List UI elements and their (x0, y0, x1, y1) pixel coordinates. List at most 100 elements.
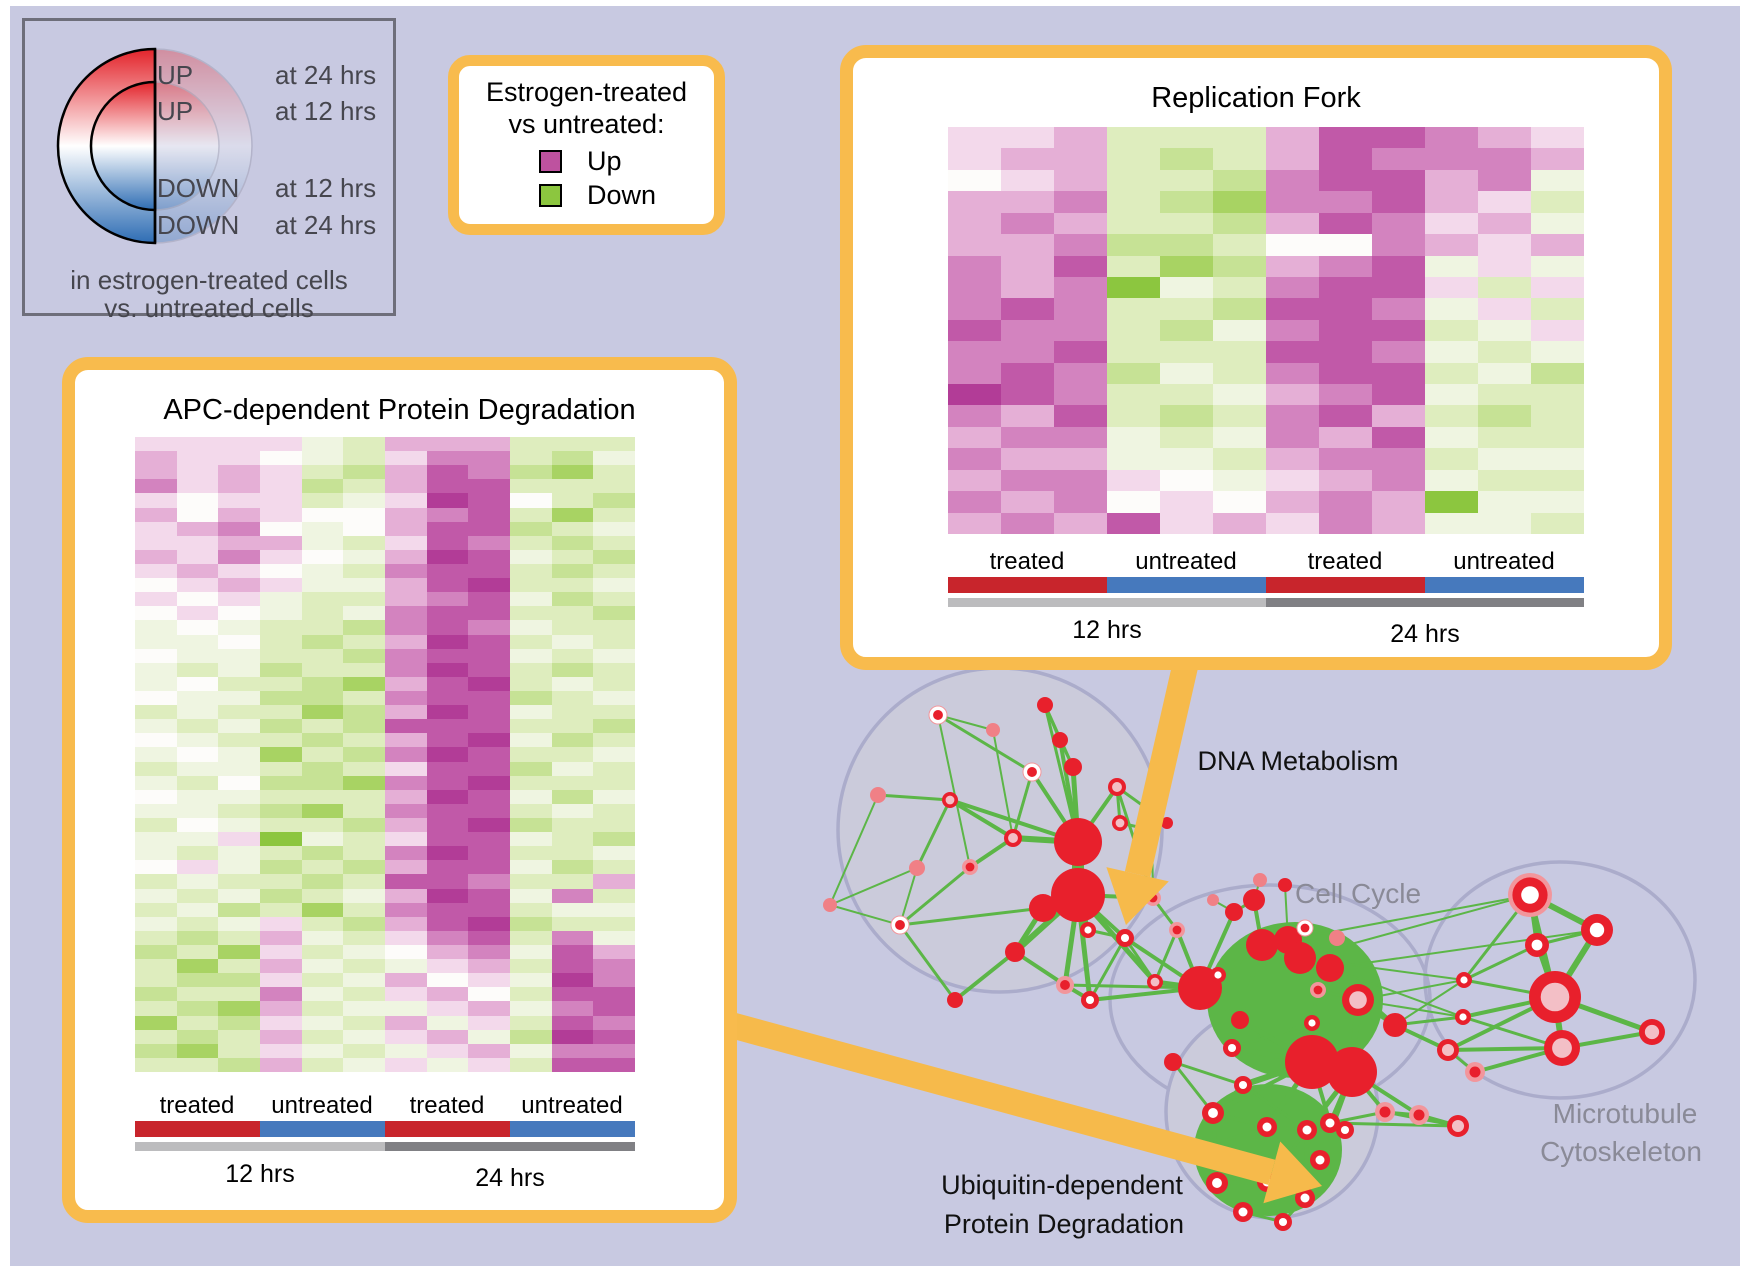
network-node-center (1469, 1066, 1481, 1078)
key-down-inner-time: at 12 hrs (275, 173, 377, 203)
heatmap-cell (218, 747, 260, 762)
heatmap-cell (135, 493, 177, 508)
network-edge (829, 904, 901, 926)
heatmap-cell (551, 775, 594, 790)
apc-panel: APC-dependent Protein Degradation treate… (62, 357, 737, 1223)
network-node-center (933, 710, 943, 720)
network-node-center (1451, 1119, 1465, 1133)
heatmap-cell (260, 549, 302, 564)
heatmap-cell (551, 676, 594, 691)
heatmap-cell (1054, 148, 1107, 170)
heatmap-cell (260, 789, 302, 804)
heatmap-cell (1001, 491, 1054, 513)
heatmap-cell (468, 832, 510, 847)
heatmap-cell (1160, 169, 1213, 192)
heatmap-cell (948, 405, 1001, 427)
key-caption-line2: vs. untreated cells (104, 293, 314, 323)
network-node (870, 787, 886, 803)
heatmap-cell (551, 944, 594, 960)
heatmap-cell (176, 465, 219, 480)
network-node (1037, 697, 1053, 713)
heatmap-cell (176, 676, 219, 691)
heatmap-cell (1319, 319, 1372, 342)
heatmap-cell (1054, 362, 1107, 385)
estrogen-legend-title-line2: vs untreated: (508, 109, 665, 139)
network-edge (899, 867, 918, 926)
heatmap-cell (135, 959, 177, 974)
heatmap-cell (593, 690, 635, 706)
heatmap-cell (385, 620, 427, 635)
network-edge (1357, 979, 1465, 1001)
heatmap-cell (218, 563, 260, 579)
heatmap-cell (1266, 255, 1319, 277)
heatmap-cell (218, 705, 260, 720)
apc-untreated-bar-12 (260, 1121, 385, 1137)
heatmap-cell (426, 690, 469, 706)
heatmap-cell (218, 634, 260, 649)
heatmap-cell (1107, 426, 1160, 449)
heatmap-cell (1425, 405, 1478, 427)
heatmap-cell (593, 648, 635, 663)
heatmap-cell (135, 451, 177, 466)
heatmap-cell (1266, 448, 1319, 470)
arrow-shaft-apc-to-ubiquitin (716, 1009, 1276, 1185)
heatmap-cell (301, 916, 344, 931)
heatmap-cell (593, 465, 635, 480)
heatmap-cell (1001, 319, 1054, 342)
heatmap-cell (343, 747, 385, 762)
heatmap-cell (343, 817, 385, 833)
network-node (1225, 903, 1243, 921)
heatmap-cell (1160, 362, 1213, 385)
heatmap-cell (1266, 469, 1319, 492)
heatmap-cell (593, 620, 635, 635)
network-edge (1357, 999, 1464, 1018)
heatmap-cell (176, 507, 219, 522)
heatmap-cell (260, 465, 302, 480)
heatmap-cell (385, 648, 427, 663)
heatmap-cell (385, 888, 427, 903)
heatmap-cell (426, 930, 469, 945)
heatmap-cell (551, 437, 594, 452)
heatmap-cell (510, 761, 552, 776)
heatmap-cell (135, 1001, 177, 1016)
heatmap-cell (1266, 341, 1319, 363)
heatmap-cell (1054, 341, 1107, 363)
heatmap-cell (1160, 276, 1213, 299)
heatmap-cell (260, 761, 302, 776)
heatmap-cell (301, 606, 344, 621)
network-node (1284, 942, 1316, 974)
heatmap-cell (343, 789, 385, 804)
arrow-shaft-replication-fork-to-dna (1124, 633, 1205, 878)
heatmap-cell (218, 521, 260, 536)
heatmap-cell (385, 916, 427, 931)
heatmap-cell (468, 803, 510, 818)
heatmap-cell (1531, 426, 1584, 449)
rf-24hrs-bar (1266, 598, 1584, 607)
heatmap-cell (510, 507, 552, 522)
heatmap-cell (1160, 469, 1213, 492)
heatmap-cell (218, 507, 260, 522)
heatmap-cell (948, 127, 1001, 149)
heatmap-cell (551, 832, 594, 847)
heatmap-cell (1213, 405, 1266, 427)
heatmap-cell (426, 959, 469, 974)
heatmap-cell (948, 319, 1001, 342)
network-edge (937, 714, 971, 868)
heatmap-cell (948, 491, 1001, 513)
heatmap-cell (301, 451, 344, 466)
heatmap-cell (301, 634, 344, 649)
rf-treated-bar-12 (948, 577, 1107, 593)
heatmap-cell (510, 789, 552, 804)
heatmap-cell (468, 846, 510, 861)
heatmap-cell (176, 888, 219, 903)
heatmap-cell (426, 451, 469, 466)
heatmap-cell (1160, 127, 1213, 149)
heatmap-cell (343, 719, 385, 734)
network-node (1383, 1013, 1407, 1037)
heatmap-cell (135, 789, 177, 804)
heatmap-cell (551, 549, 594, 564)
heatmap-cell (593, 549, 635, 564)
heatmap-cell (135, 860, 177, 875)
heatmap-cell (426, 1043, 469, 1058)
heatmap-cell (468, 719, 510, 734)
